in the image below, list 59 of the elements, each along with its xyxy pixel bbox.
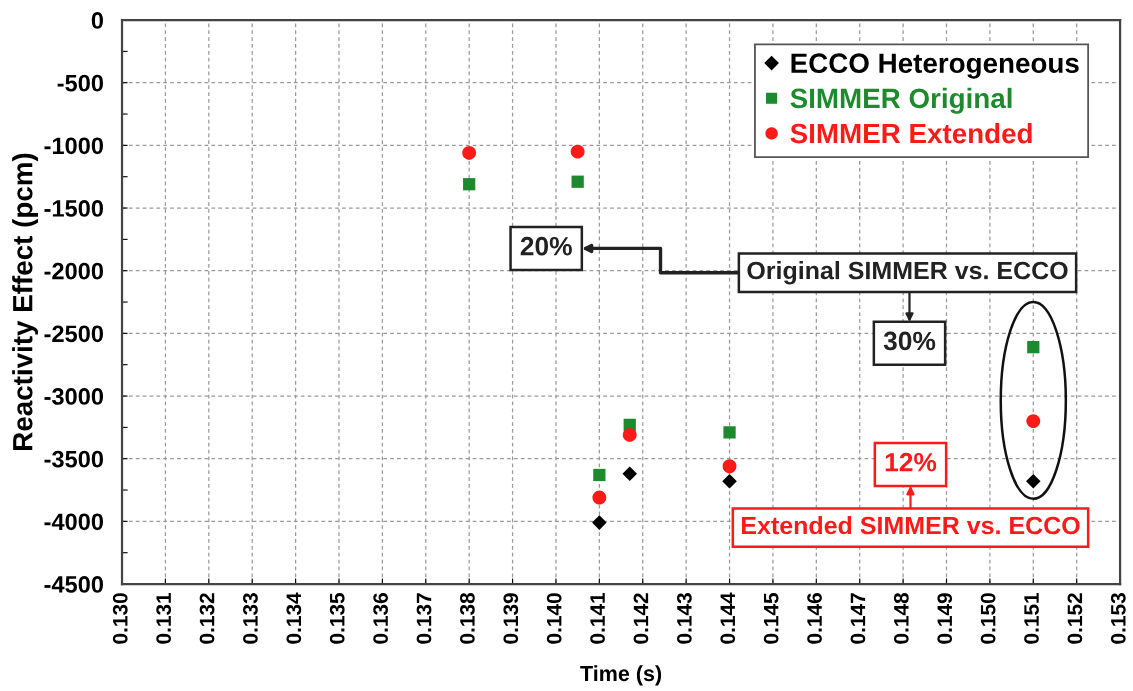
annotation: 30% <box>883 331 936 351</box>
annotation: 12% <box>885 452 937 472</box>
point <box>571 175 584 188</box>
y-tick-label: 0 <box>91 12 103 29</box>
point <box>722 473 737 489</box>
legend-label: SIMMER Original <box>790 87 1012 114</box>
x-tick-label: 0.148 <box>893 593 909 644</box>
point <box>463 178 476 191</box>
x-tick-label: 0.153 <box>1110 593 1126 644</box>
annotation: Extended SIMMER vs. ECCO <box>742 515 1080 535</box>
point <box>622 427 637 442</box>
x-tick-label: 0.149 <box>937 593 953 644</box>
x-tick-label: 0.138 <box>460 593 475 644</box>
x-tick-label: 0.145 <box>763 592 779 644</box>
point <box>622 466 638 482</box>
point <box>593 468 606 482</box>
x-tick-label: 0.150 <box>980 593 996 644</box>
y-tick-label: -3000 <box>44 388 104 405</box>
x-tick-label: 0.146 <box>807 593 822 644</box>
x-tick-label: 0.143 <box>676 593 692 644</box>
y-tick-label: -4000 <box>44 513 104 531</box>
point <box>462 145 477 160</box>
y-tick-label: -2000 <box>44 262 104 280</box>
point <box>592 490 607 505</box>
x-tick-label: 0.130 <box>112 593 128 644</box>
x-tick-label: 0.152 <box>1067 593 1083 644</box>
point <box>1026 473 1041 489</box>
legend-label: SIMMER Extended <box>790 122 1032 144</box>
x-tick-label: 0.137 <box>416 593 432 644</box>
point <box>722 459 737 474</box>
y-tick-label: -2500 <box>44 325 104 343</box>
x-tick-label: 0.136 <box>373 593 389 644</box>
annotation: 20% <box>520 236 572 256</box>
point <box>723 426 736 439</box>
point <box>1027 341 1040 354</box>
y-tick-label: -1500 <box>44 200 104 217</box>
legend-label: ECCO Heterogeneous <box>791 53 1079 79</box>
x-tick-label: 0.142 <box>633 593 649 644</box>
x-tick-label: 0.147 <box>850 593 866 644</box>
x-axis-title: Time (s) <box>580 665 662 686</box>
annotation: Original SIMMER vs. ECCO <box>747 261 1068 285</box>
y-tick-label: -3500 <box>44 450 104 468</box>
x-tick-label: 0.139 <box>503 593 519 644</box>
x-tick-label: 0.141 <box>590 592 605 644</box>
y-tick-label: -4500 <box>44 576 104 593</box>
point <box>570 144 585 159</box>
x-tick-label: 0.135 <box>329 592 345 644</box>
point <box>592 515 607 530</box>
y-axis-title: Reactivity Effect (pcm) <box>12 153 39 450</box>
y-tick-label: -500 <box>57 74 104 92</box>
x-tick-label: 0.144 <box>720 592 736 644</box>
x-tick-label: 0.131 <box>156 592 172 644</box>
x-tick-label: 0.132 <box>199 593 215 644</box>
x-tick-label: 0.134 <box>286 592 302 644</box>
point <box>1026 414 1041 429</box>
x-tick-label: 0.151 <box>1024 592 1039 644</box>
x-tick-label: 0.140 <box>546 593 562 644</box>
y-tick-label: -1000 <box>44 137 104 155</box>
x-tick-label: 0.133 <box>243 593 258 644</box>
